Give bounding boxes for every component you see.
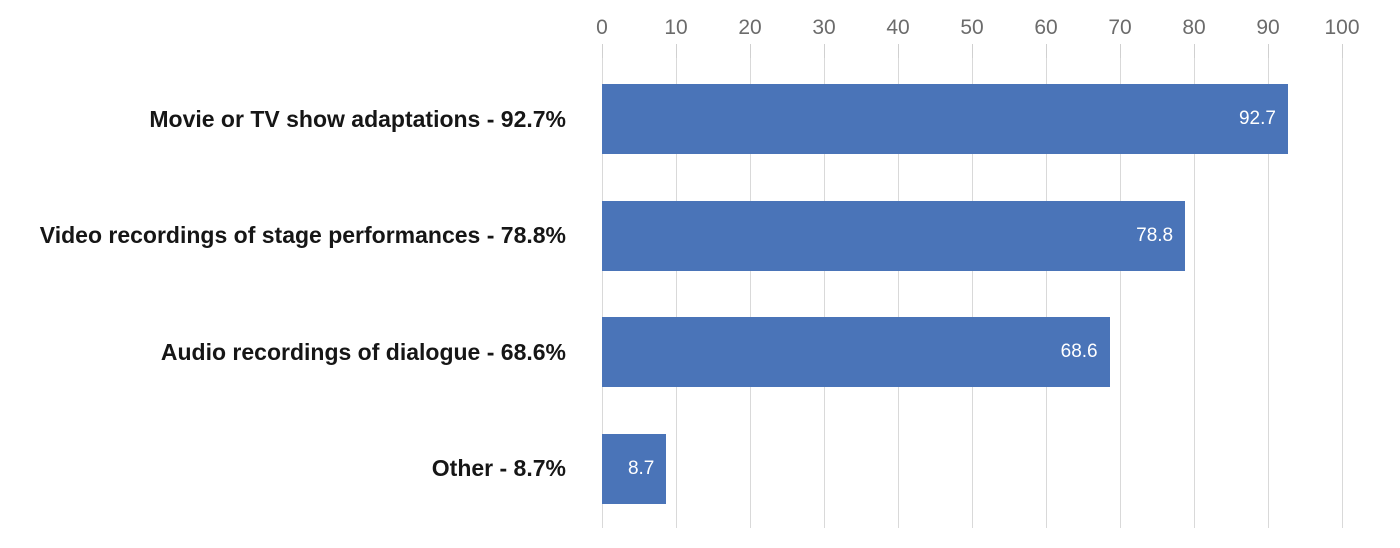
x-axis-tick-label: 100 bbox=[1324, 16, 1360, 39]
x-axis-tick-mark bbox=[824, 44, 825, 58]
bar-value-label: 68.6 bbox=[1060, 341, 1098, 362]
x-axis-tick-mark bbox=[1120, 44, 1121, 58]
x-axis-tick-label: 50 bbox=[960, 16, 984, 39]
x-axis-tick-label: 30 bbox=[812, 16, 836, 39]
x-axis-tick-label: 20 bbox=[738, 16, 762, 39]
vertical-gridline bbox=[1194, 58, 1195, 528]
vertical-gridline bbox=[1120, 58, 1121, 528]
vertical-gridline bbox=[972, 58, 973, 528]
bar: 78.8 bbox=[602, 200, 1186, 271]
x-axis-tick-mark bbox=[1194, 44, 1195, 58]
x-axis-tick-label: 90 bbox=[1256, 16, 1280, 39]
x-axis-tick-label: 80 bbox=[1182, 16, 1206, 39]
x-axis-tick-mark bbox=[676, 44, 677, 58]
bar: 8.7 bbox=[602, 433, 667, 504]
bar-value-label: 92.7 bbox=[1238, 108, 1276, 129]
category-label: Other - 8.7% bbox=[431, 455, 566, 481]
vertical-gridline bbox=[676, 58, 677, 528]
x-axis-tick-label: 60 bbox=[1034, 16, 1058, 39]
x-axis-tick-mark bbox=[602, 44, 603, 58]
vertical-gridline bbox=[602, 58, 603, 528]
vertical-gridline bbox=[1342, 58, 1343, 528]
vertical-gridline bbox=[1046, 58, 1047, 528]
x-axis-tick-label: 10 bbox=[664, 16, 688, 39]
x-axis-tick-mark bbox=[1342, 44, 1343, 58]
x-axis-tick-mark bbox=[750, 44, 751, 58]
bar-value-label: 8.7 bbox=[627, 457, 655, 479]
x-axis-tick-mark bbox=[1268, 44, 1269, 58]
bar-value-label: 78.8 bbox=[1136, 224, 1174, 246]
x-axis-tick-label: 70 bbox=[1108, 16, 1132, 39]
x-axis-tick-label: 0 bbox=[596, 16, 608, 39]
x-axis-tick-mark bbox=[898, 44, 899, 58]
vertical-gridline bbox=[1268, 58, 1269, 528]
bar: 68.6 bbox=[602, 317, 1110, 387]
category-label: Audio recordings of dialogue - 68.6% bbox=[160, 338, 566, 365]
x-axis-tick-mark bbox=[1046, 44, 1047, 58]
category-label: Video recordings of stage performances -… bbox=[39, 222, 566, 248]
vertical-gridline bbox=[898, 58, 899, 528]
vertical-gridline bbox=[824, 58, 825, 528]
bar: 92.7 bbox=[602, 84, 1288, 154]
x-axis-tick-label: 40 bbox=[886, 16, 910, 39]
x-axis-tick-mark bbox=[972, 44, 973, 58]
vertical-gridline bbox=[750, 58, 751, 528]
category-label: Movie or TV show adaptations - 92.7% bbox=[149, 105, 566, 132]
